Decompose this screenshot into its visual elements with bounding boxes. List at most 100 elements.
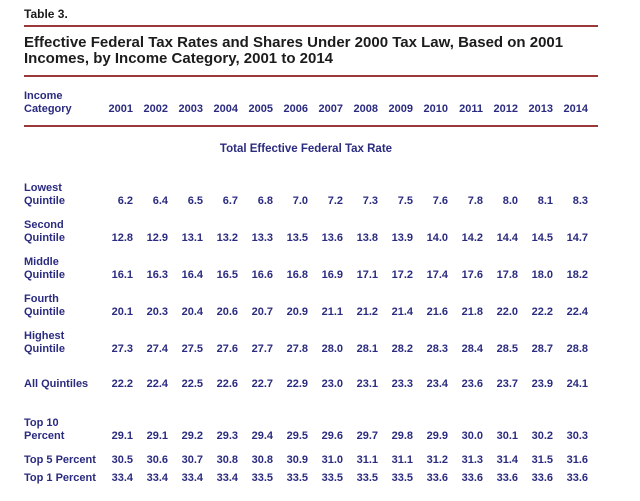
value-cell: 13.1 (181, 232, 203, 244)
value-cell: 7.5 (397, 195, 413, 207)
value-cell: 7.3 (362, 195, 378, 207)
value-cell: 31.6 (566, 454, 588, 466)
value-cell: 13.6 (321, 232, 343, 244)
value-cell: 17.2 (391, 269, 413, 281)
year-header-cell: 2009 (388, 103, 413, 115)
row-label: Second Quintile (24, 219, 98, 245)
row-label: All Quintiles (24, 378, 98, 391)
value-cell: 27.3 (111, 343, 133, 355)
value-cell: 17.1 (356, 269, 378, 281)
value-cell: 7.0 (292, 195, 308, 207)
value-cell: 6.8 (257, 195, 273, 207)
value-cell: 30.8 (251, 454, 273, 466)
label-line: Quintile (24, 232, 65, 244)
year-header-cell: 2010 (423, 103, 448, 115)
table-row: Top 1 Percent 33.4 33.4 33.4 33.4 33.5 33.5 33.… (24, 472, 598, 485)
label-line: Quintile (24, 343, 65, 355)
value-cell: 29.7 (356, 430, 378, 442)
value-cell: 7.2 (327, 195, 343, 207)
label-line: Middle (24, 256, 59, 268)
year-header-cell: 2012 (493, 103, 518, 115)
value-cell: 22.2 (531, 306, 553, 318)
value-cell: 33.5 (286, 472, 308, 484)
value-cell: 28.5 (496, 343, 518, 355)
value-cell: 23.1 (356, 378, 378, 390)
table-row: Top 5 Percent 30.5 30.6 30.7 30.8 30.8 30.9 31.… (24, 454, 598, 467)
value-cell: 33.6 (566, 472, 588, 484)
value-cell: 27.7 (251, 343, 273, 355)
value-cell: 12.9 (146, 232, 168, 244)
value-cell: 33.5 (391, 472, 413, 484)
value-cell: 29.9 (426, 430, 448, 442)
value-cell: 14.0 (426, 232, 448, 244)
label-line: Highest (24, 330, 65, 342)
value-cell: 33.6 (461, 472, 483, 484)
horizontal-rule-top (24, 25, 598, 27)
value-cell: 22.6 (216, 378, 238, 390)
value-cell: 21.1 (321, 306, 343, 318)
value-cell: 22.4 (146, 378, 168, 390)
table-row: All Quintiles 22.2 22.4 22.5 22.6 22.7 22.9 23.… (24, 378, 598, 391)
row-label: Highest Quintile (24, 330, 98, 356)
value-cell: 28.7 (531, 343, 553, 355)
value-cell: 29.8 (391, 430, 413, 442)
value-cell: 20.6 (216, 306, 238, 318)
value-cell: 31.5 (531, 454, 553, 466)
value-cell: 22.5 (181, 378, 203, 390)
label-line: Lowest (24, 182, 62, 194)
income-category-header: Income Category (24, 90, 98, 116)
value-cell: 16.9 (321, 269, 343, 281)
value-cell: 30.2 (531, 430, 553, 442)
value-cell: 22.7 (251, 378, 273, 390)
year-header-cell: 2011 (459, 103, 483, 115)
value-cell: 20.9 (286, 306, 308, 318)
value-cell: 33.4 (216, 472, 238, 484)
value-cell: 28.3 (426, 343, 448, 355)
value-cell: 27.5 (181, 343, 203, 355)
label-line: Percent (24, 430, 65, 442)
value-cell: 23.6 (461, 378, 483, 390)
value-cell: 12.8 (111, 232, 133, 244)
value-cell: 30.9 (286, 454, 308, 466)
value-cell: 30.5 (111, 454, 133, 466)
value-cell: 18.2 (566, 269, 588, 281)
value-cell: 28.4 (461, 343, 483, 355)
value-cell: 21.4 (391, 306, 413, 318)
year-header-cell: 2004 (213, 103, 238, 115)
value-cell: 17.6 (461, 269, 483, 281)
value-cell: 29.6 (321, 430, 343, 442)
value-cell: 8.1 (537, 195, 553, 207)
year-header-cell: 2013 (528, 103, 553, 115)
value-cell: 6.4 (152, 195, 168, 207)
horizontal-rule-under-header (24, 125, 598, 127)
table-title: Effective Federal Tax Rates and Shares U… (24, 34, 564, 67)
table-row: Middle Quintile 16.1 16.3 16.4 16.5 16.6 16.8 16… (24, 256, 598, 282)
value-cell: 13.9 (391, 232, 413, 244)
value-cell: 31.1 (391, 454, 413, 466)
value-cell: 33.4 (111, 472, 133, 484)
value-cell: 30.6 (146, 454, 168, 466)
value-cell: 30.8 (216, 454, 238, 466)
value-cell: 22.0 (496, 306, 518, 318)
value-cell: 18.0 (531, 269, 553, 281)
value-cell: 14.7 (566, 232, 588, 244)
value-cell: 31.4 (496, 454, 518, 466)
value-cell: 30.0 (461, 430, 483, 442)
value-cell: 27.6 (216, 343, 238, 355)
row-label: Top 5 Percent (24, 454, 98, 467)
value-cell: 16.6 (251, 269, 273, 281)
table-number-label: Table 3. (24, 7, 68, 21)
value-cell: 20.1 (111, 306, 133, 318)
value-cell: 27.4 (146, 343, 168, 355)
year-header-cell: 2008 (353, 103, 378, 115)
row-label: Fourth Quintile (24, 293, 98, 319)
section-title: Total Effective Federal Tax Rate (219, 143, 393, 155)
value-cell: 30.7 (181, 454, 203, 466)
label-line: Top 10 (24, 417, 59, 429)
value-cell: 28.1 (356, 343, 378, 355)
value-cell: 8.3 (572, 195, 588, 207)
value-cell: 33.4 (181, 472, 203, 484)
value-cell: 13.8 (356, 232, 378, 244)
value-cell: 21.8 (461, 306, 483, 318)
